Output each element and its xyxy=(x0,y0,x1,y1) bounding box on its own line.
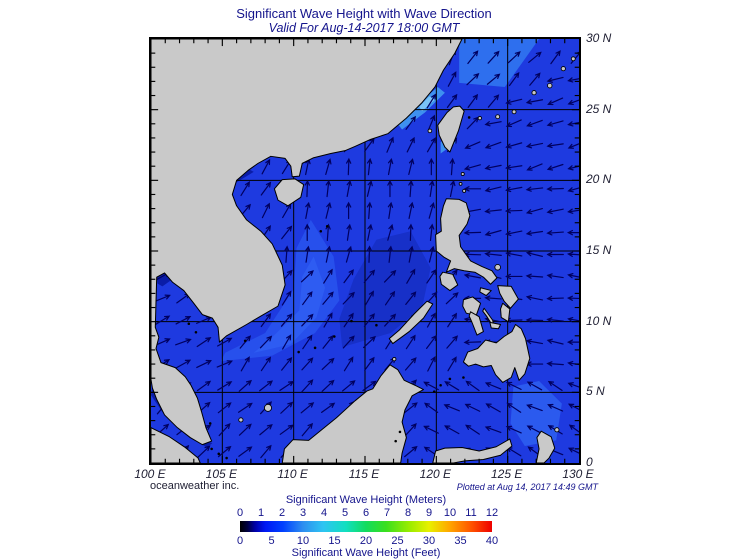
lon-tick-label: 105 E xyxy=(205,467,237,481)
meters-tick-label: 1 xyxy=(257,507,265,519)
feet-tick-label: 35 xyxy=(454,535,467,547)
lon-tick-label: 120 E xyxy=(419,467,451,481)
frame-ticks-layer xyxy=(151,39,579,463)
lon-tick-label: 110 E xyxy=(277,467,308,481)
meters-tick-label: 8 xyxy=(404,507,412,519)
chart-subtitle: Valid For Aug-14-2017 18:00 GMT xyxy=(268,21,460,35)
meters-tick-label: 11 xyxy=(465,507,477,519)
chart-title: Significant Wave Height with Wave Direct… xyxy=(236,6,492,21)
lat-tick-label: 5 N xyxy=(586,384,605,399)
island-dots-layer xyxy=(187,56,576,460)
legend-title-feet: Significant Wave Height (Feet) xyxy=(291,547,441,559)
meters-tick-label: 0 xyxy=(236,507,244,519)
feet-tick-label: 25 xyxy=(391,535,404,547)
plotted-at-text: Plotted at Aug 14, 2017 14:49 GMT xyxy=(456,482,598,492)
lon-tick-label: 130 E xyxy=(562,467,594,481)
meters-tick-label: 9 xyxy=(425,507,433,519)
feet-tick-label: 30 xyxy=(422,535,436,547)
map-frame xyxy=(149,37,581,465)
lat-tick-label: 15 N xyxy=(586,243,612,257)
feet-tick-label: 40 xyxy=(485,535,499,547)
lat-tick-label: 10 N xyxy=(586,313,612,328)
lat-tick-label: 0 xyxy=(586,455,593,469)
meters-tick-label: 7 xyxy=(383,507,391,519)
lon-tick-label: 125 E xyxy=(490,467,523,481)
land-layer xyxy=(151,39,556,463)
legend-title-meters: Significant Wave Height (Meters) xyxy=(285,494,447,506)
feet-tick-label: 0 xyxy=(236,535,244,547)
feet-tick-label: 15 xyxy=(328,535,341,547)
feet-tick-label: 10 xyxy=(296,535,310,547)
meters-tick-label: 10 xyxy=(443,507,457,519)
feet-tick-label: 20 xyxy=(359,535,373,547)
lat-tick-label: 25 N xyxy=(586,101,612,116)
lat-tick-label: 30 N xyxy=(586,31,612,45)
meters-tick-label: 3 xyxy=(299,507,307,519)
credit-text: oceanweather inc. xyxy=(150,480,240,492)
meters-tick-label: 4 xyxy=(320,507,328,519)
colorbar-gradient xyxy=(240,521,492,532)
lon-tick-label: 115 E xyxy=(348,467,380,481)
meters-tick-label: 2 xyxy=(278,507,286,519)
wave-map xyxy=(151,39,579,463)
meters-tick-label: 12 xyxy=(485,507,499,519)
meters-tick-label: 6 xyxy=(362,507,370,519)
lat-tick-label: 20 N xyxy=(586,172,612,187)
feet-tick-label: 5 xyxy=(268,535,275,547)
lon-tick-label: 100 E xyxy=(134,467,166,481)
meters-tick-label: 5 xyxy=(341,507,349,519)
